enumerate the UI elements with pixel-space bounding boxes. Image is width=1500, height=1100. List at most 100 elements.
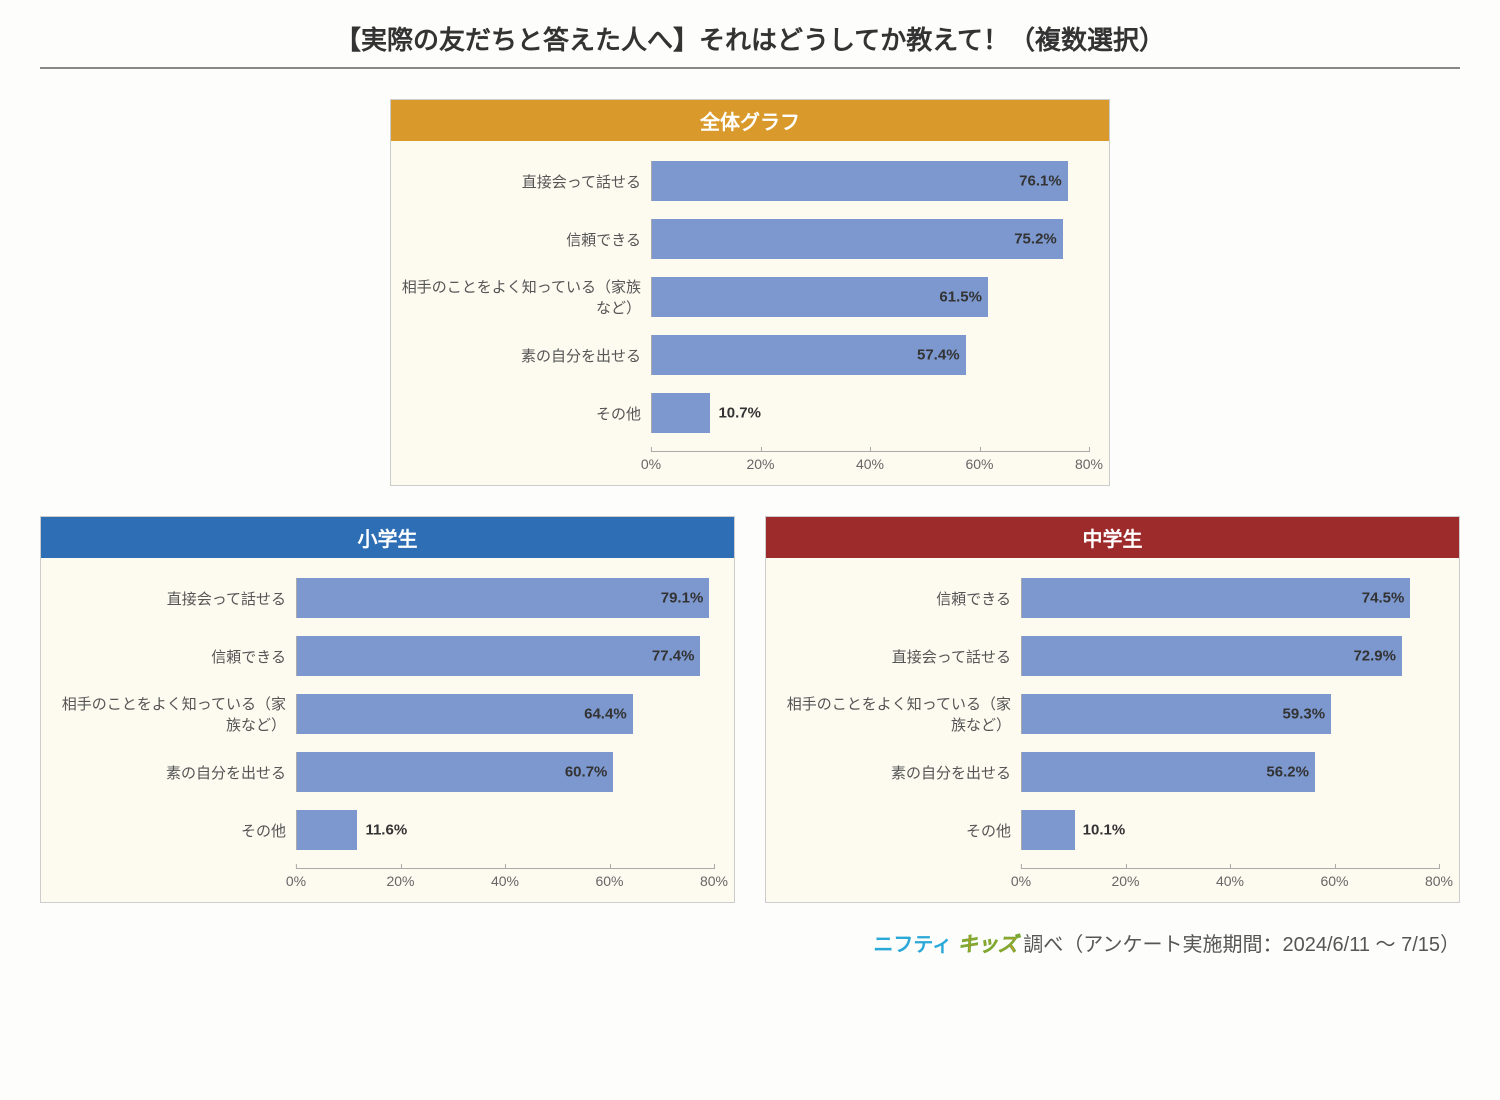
footer-text: 調べ（アンケート実施期間：2024/6/11 〜 7/15） (1023, 934, 1460, 956)
axis-tick: 40% (1216, 869, 1244, 889)
bar-fill: 60.7% (297, 752, 613, 792)
brand-nifty: ニフティ (873, 934, 952, 956)
bar-track: 60.7% (296, 752, 714, 792)
bar-row: 相手のことをよく知っている（家族など） 61.5% (401, 277, 1089, 317)
bar-track: 64.4% (296, 694, 714, 734)
bar-track: 59.3% (1021, 694, 1439, 734)
axis-tick: 80% (700, 869, 728, 889)
junior-chart-panel: 中学生信頼できる 74.5% 直接会って話せる 72.9% 相手のことをよく知っている（… (765, 516, 1460, 903)
bar-row: その他10.1% (776, 810, 1439, 850)
bar-row: 信頼できる 77.4% (51, 636, 714, 676)
bar-value: 72.9% (1353, 648, 1396, 665)
bar-value: 11.6% (365, 822, 407, 839)
bar-fill: 75.2% (652, 219, 1063, 259)
axis-tick: 40% (856, 452, 884, 472)
bar-value: 56.2% (1266, 764, 1309, 781)
axis-tick: 0% (641, 452, 661, 472)
bar-track: 10.7% (651, 393, 1089, 433)
bar-label: その他 (51, 820, 296, 841)
axis-tick: 80% (1075, 452, 1103, 472)
bar-label: その他 (401, 403, 651, 424)
bar-track: 57.4% (651, 335, 1089, 375)
bar-track: 10.1% (1021, 810, 1439, 850)
panel-header: 小学生 (41, 517, 734, 558)
bar-label: 素の自分を出せる (776, 762, 1021, 783)
bar-fill: 56.2% (1022, 752, 1315, 792)
bar-value: 10.1% (1083, 822, 1126, 839)
bar-fill: 61.5% (652, 277, 988, 317)
page-title: 【実際の友だちと答えた人へ】それはどうしてか教えて！（複数選択） (40, 20, 1460, 69)
bar-value: 64.4% (584, 706, 627, 723)
bar-fill: 76.1% (652, 161, 1068, 201)
bar-fill: 77.4% (297, 636, 700, 676)
bar-value: 77.4% (652, 648, 695, 665)
bar-value: 59.3% (1283, 706, 1326, 723)
bar-fill: 64.4% (297, 694, 633, 734)
bar-label: 相手のことをよく知っている（家族など） (401, 276, 651, 318)
panel-header: 中学生 (766, 517, 1459, 558)
bar-row: 相手のことをよく知っている（家族など） 64.4% (51, 694, 714, 734)
bar-label: 相手のことをよく知っている（家族など） (51, 693, 296, 735)
bar-value: 79.1% (661, 590, 704, 607)
axis-tick: 20% (746, 452, 774, 472)
chart-body: 直接会って話せる 79.1% 信頼できる 77.4% 相手のことをよく知っている（家族な… (41, 558, 734, 902)
x-axis: 0%20%40%60%80% (776, 868, 1439, 892)
bar-track: 76.1% (651, 161, 1089, 201)
bar-fill: 72.9% (1022, 636, 1402, 676)
bar-row: 直接会って話せる 72.9% (776, 636, 1439, 676)
bar-row: 素の自分を出せる57.4% (401, 335, 1089, 375)
bar-label: 信頼できる (776, 588, 1021, 609)
bar-label: 直接会って話せる (51, 588, 296, 609)
axis-tick: 40% (491, 869, 519, 889)
axis-tick: 80% (1425, 869, 1453, 889)
bar-row: 素の自分を出せる 60.7% (51, 752, 714, 792)
bar-row: 相手のことをよく知っている（家族など）59.3% (776, 694, 1439, 734)
bar-label: 直接会って話せる (776, 646, 1021, 667)
footer: ニフティ キッズ 調べ（アンケート実施期間：2024/6/11 〜 7/15） (40, 928, 1460, 957)
bar-row: その他11.6% (51, 810, 714, 850)
axis-tick: 60% (1320, 869, 1348, 889)
bar-row: 直接会って話せる 79.1% (51, 578, 714, 618)
overall-chart-panel: 全体グラフ直接会って話せる76.1%信頼できる75.2%相手のことをよく知ってい… (390, 99, 1110, 486)
bar-label: 信頼できる (401, 229, 651, 250)
bar-value: 75.2% (1014, 231, 1057, 248)
bar-track: 75.2% (651, 219, 1089, 259)
bar-track: 56.2% (1021, 752, 1439, 792)
bar-fill: 57.4% (652, 335, 966, 375)
bar-row: 素の自分を出せる 56.2% (776, 752, 1439, 792)
bottom-row: 小学生直接会って話せる 79.1% 信頼できる 77.4% 相手のことをよく知っている（… (40, 516, 1460, 903)
bar-fill: 10.1% (1022, 810, 1075, 850)
bar-track: 61.5% (651, 277, 1089, 317)
bar-value: 74.5% (1362, 590, 1405, 607)
bar-track: 79.1% (296, 578, 714, 618)
bar-row: 信頼できる 75.2% (401, 219, 1089, 259)
bar-track: 11.6% (296, 810, 714, 850)
chart-body: 信頼できる 74.5% 直接会って話せる 72.9% 相手のことをよく知っている（家族な… (766, 558, 1459, 902)
bar-value: 60.7% (565, 764, 608, 781)
bar-fill: 74.5% (1022, 578, 1410, 618)
bar-row: 直接会って話せる 76.1% (401, 161, 1089, 201)
bar-fill: 11.6% (297, 810, 357, 850)
axis-tick: 60% (595, 869, 623, 889)
bar-label: 素の自分を出せる (51, 762, 296, 783)
bar-value: 57.4% (917, 347, 960, 364)
bar-row: 信頼できる 74.5% (776, 578, 1439, 618)
axis-tick: 20% (386, 869, 414, 889)
axis-tick: 0% (286, 869, 306, 889)
bar-row: その他10.7% (401, 393, 1089, 433)
axis-tick: 0% (1011, 869, 1031, 889)
bar-value: 76.1% (1019, 173, 1062, 190)
bar-label: 直接会って話せる (401, 171, 651, 192)
bar-value: 61.5% (939, 289, 982, 306)
bar-fill: 79.1% (297, 578, 709, 618)
elementary-chart-panel: 小学生直接会って話せる 79.1% 信頼できる 77.4% 相手のことをよく知っている（… (40, 516, 735, 903)
bar-fill: 10.7% (652, 393, 710, 433)
bar-label: 信頼できる (51, 646, 296, 667)
bar-value: 10.7% (718, 405, 761, 422)
bar-track: 74.5% (1021, 578, 1439, 618)
chart-body: 直接会って話せる 76.1% 信頼できる 75.2% 相手のことをよく知っている（家族な… (391, 141, 1109, 485)
x-axis: 0%20%40%60%80% (401, 451, 1089, 475)
x-axis: 0%20%40%60%80% (51, 868, 714, 892)
top-row: 全体グラフ直接会って話せる76.1%信頼できる75.2%相手のことをよく知ってい… (40, 99, 1460, 486)
bar-label: その他 (776, 820, 1021, 841)
